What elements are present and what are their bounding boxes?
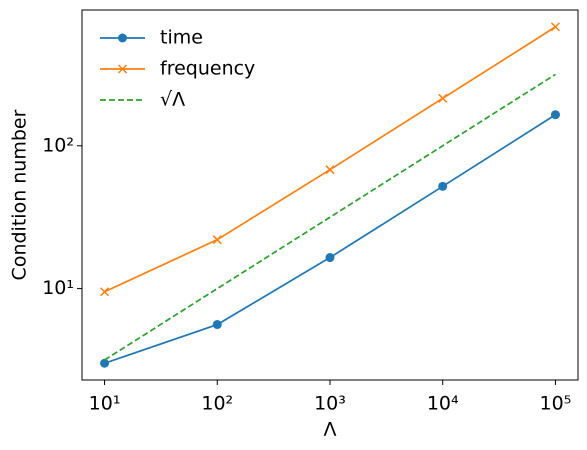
marker — [100, 287, 110, 297]
legend-marker — [118, 33, 127, 43]
legend-label: time — [160, 27, 203, 49]
marker — [550, 22, 560, 32]
marker — [550, 110, 560, 120]
marker — [325, 165, 335, 175]
x-axis-label: Λ — [324, 419, 337, 441]
x-tick-label: 10³ — [314, 393, 346, 415]
marker — [100, 358, 110, 368]
marker — [212, 235, 222, 245]
marker — [438, 93, 448, 103]
marker — [212, 320, 222, 330]
marker — [325, 253, 335, 263]
marker — [438, 181, 448, 191]
x-tick-label: 10¹ — [89, 393, 121, 415]
x-tick-label: 10⁵ — [540, 393, 572, 415]
y-tick-label: 10¹ — [42, 277, 74, 299]
plot-frame — [81, 9, 579, 381]
x-tick-label: 10² — [201, 393, 233, 415]
legend-label: √Λ — [160, 89, 185, 111]
legend-label: frequency — [160, 58, 255, 80]
legend-marker — [117, 64, 128, 74]
y-tick-label: 10² — [42, 134, 74, 156]
x-tick-label: 10⁴ — [427, 393, 459, 415]
line — [104, 73, 556, 361]
y-axis-label: Condition number — [9, 109, 31, 280]
line — [104, 114, 556, 365]
